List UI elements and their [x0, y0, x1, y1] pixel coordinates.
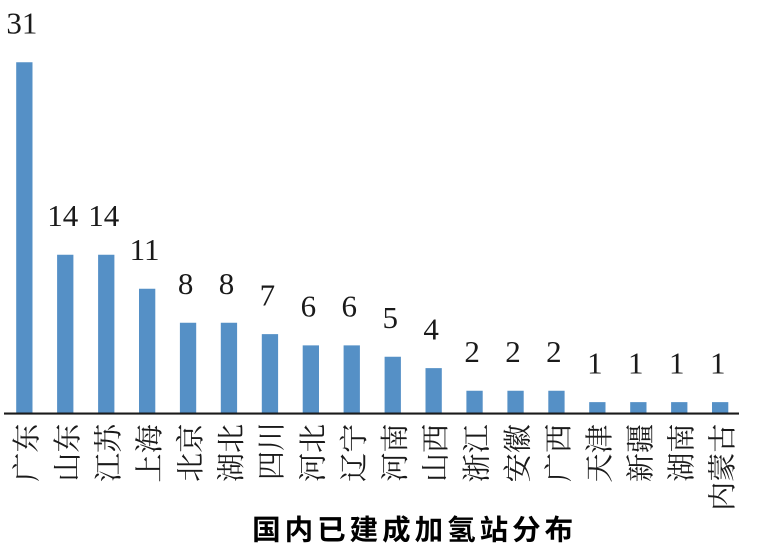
svg-text:8: 8 — [219, 266, 235, 301]
svg-text:5: 5 — [382, 300, 398, 335]
svg-text:1: 1 — [710, 345, 726, 380]
svg-text:2: 2 — [464, 334, 480, 369]
svg-text:14: 14 — [88, 198, 120, 233]
svg-text:14: 14 — [47, 198, 79, 233]
svg-text:8: 8 — [178, 266, 194, 301]
svg-text:6: 6 — [342, 289, 358, 324]
svg-text:4: 4 — [423, 311, 439, 346]
svg-text:2: 2 — [505, 334, 521, 369]
svg-text:1: 1 — [628, 345, 644, 380]
svg-text:7: 7 — [260, 277, 276, 312]
svg-text:1: 1 — [587, 345, 603, 380]
svg-text:11: 11 — [130, 232, 160, 267]
svg-text:2: 2 — [546, 334, 562, 369]
svg-text:31: 31 — [6, 5, 37, 40]
svg-text:1: 1 — [669, 345, 685, 380]
svg-text:6: 6 — [301, 289, 317, 324]
